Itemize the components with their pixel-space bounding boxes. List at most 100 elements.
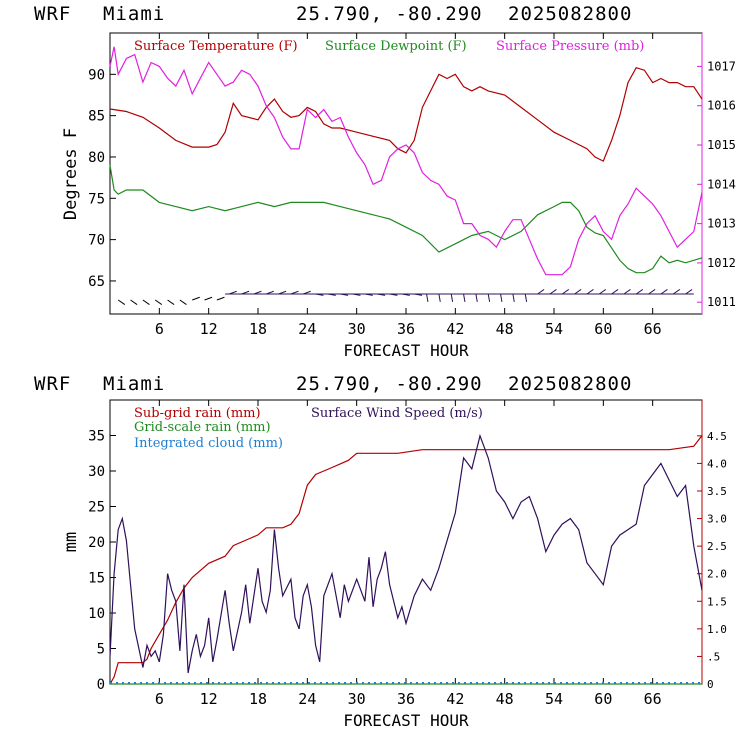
y2-tick-label: 0 (707, 678, 714, 691)
wind-barb (130, 299, 138, 305)
y-tick-label: 75 (88, 191, 105, 207)
y2-tick-label: .5 (707, 650, 720, 663)
wind-barb (524, 293, 528, 302)
y-tick-label: 90 (88, 67, 105, 83)
wind-barb (204, 296, 213, 301)
series-line-surface-wind-speed-m-s (109, 433, 703, 674)
wind-barb (549, 289, 557, 295)
meteogram-bottom-chart: 6 12 18 24 30 36 42 48 54 60 66 0 5 10 15 20 25 30 35 0 .5… (61, 399, 727, 730)
y2-tick-label: 1017 (707, 59, 736, 73)
y-tick-label: 5 (97, 642, 105, 658)
wind-barb (167, 299, 175, 305)
series-line-surface-dewpoint-f (109, 165, 703, 274)
wind-barb (487, 293, 491, 302)
wind-barb (611, 289, 619, 295)
x-tick-label: 6 (155, 320, 164, 338)
y2-tick-label: 4.0 (707, 457, 727, 470)
x-tick-label: 12 (200, 320, 218, 338)
y2-tick-label: 1013 (707, 217, 736, 231)
x-tick-label: 24 (298, 320, 316, 338)
wind-barb (142, 299, 150, 305)
wind-barb (179, 299, 187, 305)
wind-barb (635, 289, 644, 295)
y2-tick-label: 1012 (707, 256, 736, 270)
wind-barb (500, 293, 503, 302)
y2-tick-label: 1015 (707, 138, 736, 152)
x-tick-label: 60 (594, 690, 612, 708)
series-line-sub-grid-rain-mm (109, 435, 703, 685)
top-x-axis-label: FORECAST HOUR (343, 341, 469, 360)
x-tick-label: 48 (496, 320, 514, 338)
y2-tick-label: 1.0 (707, 623, 727, 636)
bottom-header-run: 2025082800 (508, 373, 633, 395)
y-tick-label: 20 (88, 535, 105, 551)
top-header-location: Miami (103, 3, 166, 25)
legend-grid-scale-rain: Grid-scale rain (mm) (134, 420, 271, 435)
x-tick-label: 60 (594, 320, 612, 338)
y-tick-label: 65 (88, 274, 105, 290)
top-header-coords: 25.790, -80.290 (296, 3, 483, 25)
x-tick-label: 18 (249, 320, 267, 338)
wind-barb (438, 293, 441, 302)
x-tick-label: 12 (200, 690, 218, 708)
wind-barb (154, 299, 163, 305)
bottom-y-axis-label: mm (61, 532, 81, 552)
y-tick-label: 10 (88, 606, 105, 622)
y-tick-label: 35 (88, 429, 105, 445)
y2-tick-label: 2.5 (707, 540, 727, 553)
legend-surface-dewpoint: Surface Dewpoint (F) (325, 39, 467, 54)
series-line-surface-pressure-mb (109, 46, 703, 276)
wind-barb (598, 289, 607, 295)
x-tick-label: 30 (348, 690, 366, 708)
wind-barb (586, 289, 594, 295)
legend-integrated-cloud: Integrated cloud (mm) (134, 436, 283, 451)
x-tick-label: 36 (397, 690, 415, 708)
y2-tick-label: 3.5 (707, 485, 727, 498)
x-tick-label: 42 (446, 320, 464, 338)
legend-surface-temperature: Surface Temperature (F) (134, 39, 298, 54)
legend-sub-grid-rain: Sub-grid rain (mm) (134, 406, 261, 421)
x-tick-label: 6 (155, 690, 164, 708)
wind-barb (450, 293, 454, 302)
legend-surface-wind-speed: Surface Wind Speed (m/s) (311, 406, 483, 421)
y2-tick-label: 1014 (707, 177, 736, 191)
wind-barb (561, 289, 570, 295)
wind-barb (685, 289, 693, 295)
x-tick-label: 36 (397, 320, 415, 338)
wind-barb (426, 293, 429, 302)
y2-tick-label: 1.5 (707, 595, 727, 608)
wind-barb (192, 296, 200, 301)
x-tick-label: 18 (249, 690, 267, 708)
wind-barb (537, 289, 545, 295)
bottom-header-model: WRF (34, 373, 72, 395)
x-tick-label: 66 (644, 690, 662, 708)
x-tick-label: 24 (298, 690, 316, 708)
wind-barb (623, 289, 631, 295)
wind-barb (216, 296, 225, 301)
legend-surface-pressure: Surface Pressure (mb) (496, 39, 644, 54)
wind-barb (648, 289, 656, 295)
bottom-header-location: Miami (103, 373, 166, 395)
y-tick-label: 30 (88, 464, 105, 480)
meteogram-top-chart: 6 12 18 24 30 36 42 48 54 60 66 65 70 75 80 85 90 1011 1… (61, 32, 736, 360)
wind-barb (574, 289, 582, 295)
x-tick-label: 54 (545, 690, 563, 708)
wind-barb (475, 293, 478, 302)
top-y-axis-label: Degrees F (61, 128, 81, 220)
y2-tick-label: 2.0 (707, 568, 727, 581)
y-tick-label: 0 (97, 677, 105, 693)
x-tick-label: 30 (348, 320, 366, 338)
series-line-surface-temperature-f (109, 66, 703, 162)
bottom-header-coords: 25.790, -80.290 (296, 373, 483, 395)
x-tick-label: 42 (446, 690, 464, 708)
top-header-model: WRF (34, 3, 72, 25)
top-plot-frame (109, 32, 703, 315)
wind-barb (660, 289, 668, 295)
y-tick-label: 70 (88, 233, 105, 249)
y-tick-label: 15 (88, 571, 105, 587)
wind-barb (117, 299, 126, 305)
y2-tick-label: 3.0 (707, 513, 727, 526)
x-tick-label: 54 (545, 320, 563, 338)
y2-tick-label: 1016 (707, 99, 736, 113)
wind-barb (512, 293, 515, 302)
